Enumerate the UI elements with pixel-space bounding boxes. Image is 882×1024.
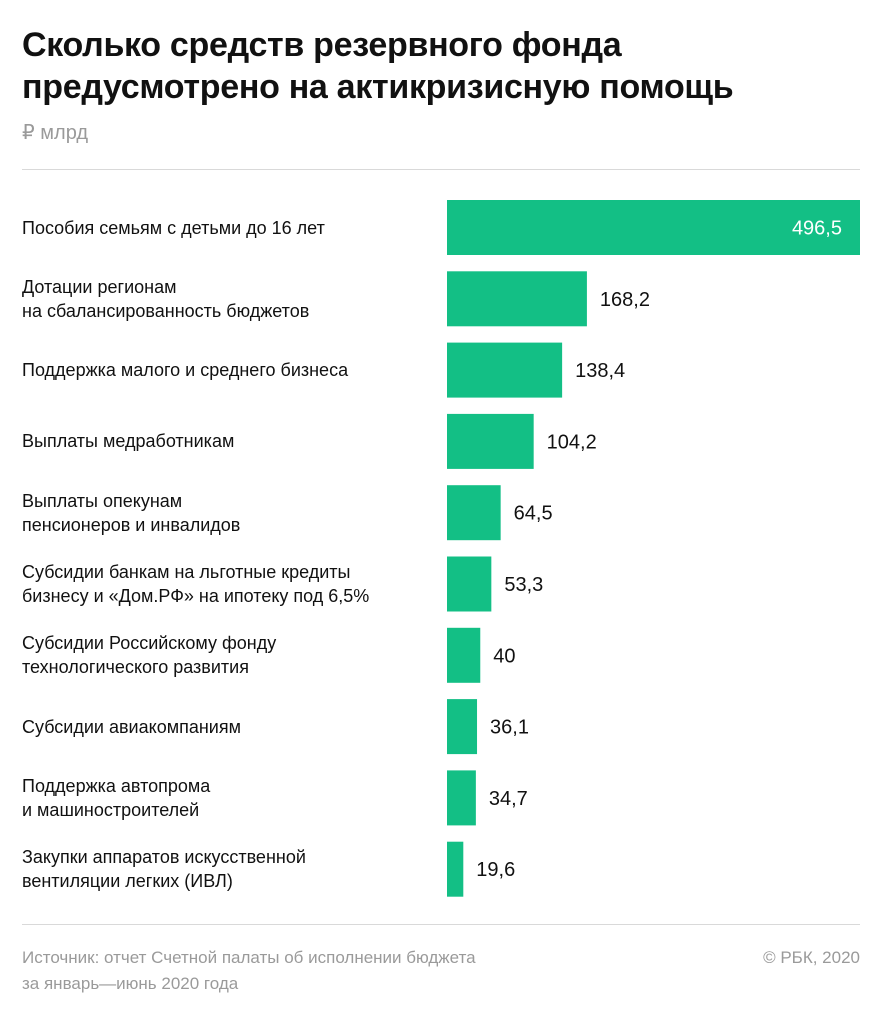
bar (447, 342, 563, 398)
copyright: © РБК, 2020 (763, 948, 860, 967)
category-label: Дотации регионам на сбалансированность б… (22, 276, 310, 321)
source-note: Источник: отчет Счетной палаты об исполн… (22, 948, 476, 993)
chart-unit: ₽ млрд (22, 122, 89, 144)
chart-title: Сколько средств резервного фонда предусм… (22, 26, 734, 106)
bar-value-label: 168,2 (600, 289, 650, 311)
bar (447, 627, 481, 683)
bar (447, 699, 478, 755)
category-label: Субсидии Российскому фонду технологическ… (22, 633, 277, 678)
bar (447, 200, 860, 255)
bar-value-label: 138,4 (575, 360, 625, 382)
bar (447, 770, 476, 826)
bar-value-label: 36,1 (490, 717, 529, 739)
category-label: Субсидии банкам на льготные кредиты бизн… (22, 562, 370, 606)
bar-value-label: 64,5 (514, 503, 553, 525)
bar-value-label: 53,3 (504, 574, 543, 596)
bar (447, 271, 587, 327)
category-label: Субсидии авиакомпаниям (22, 716, 241, 737)
bar (447, 556, 492, 612)
bar-value-label: 34,7 (489, 788, 528, 810)
top-divider (22, 169, 860, 170)
bar-value-label: 19,6 (476, 859, 515, 881)
bar (447, 841, 464, 897)
category-label: Закупки аппаратов искусственной вентиляц… (22, 847, 306, 892)
category-label: Пособия семьям с детьми до 16 лет (22, 217, 325, 238)
bar-value-label: 496,5 (792, 218, 842, 240)
bar (447, 485, 501, 541)
bar-value-label: 104,2 (547, 431, 597, 453)
bottom-divider (22, 924, 860, 925)
bar (447, 413, 534, 469)
category-label: Поддержка автопрома и машиностроителей (22, 775, 211, 820)
category-label: Поддержка малого и среднего бизнеса (22, 360, 349, 381)
category-label: Выплаты опекунам пенсионеров и инвалидов (22, 490, 241, 535)
category-label: Выплаты медработникам (22, 431, 235, 452)
bar-value-label: 40 (493, 645, 515, 667)
